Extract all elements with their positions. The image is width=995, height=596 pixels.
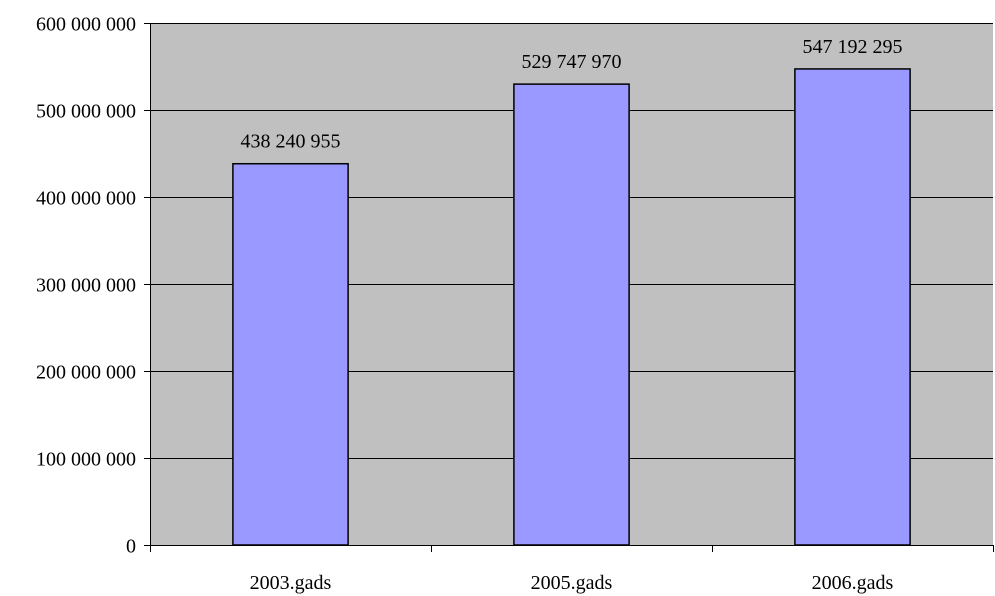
x-category-label: 2005.gads [531,572,613,594]
axes [144,23,994,552]
x-category-label: 2003.gads [250,572,332,594]
data-labels: 438 240 955 529 747 970 547 192 295 [241,36,903,153]
y-tick-label: 300 000 000 [36,275,136,297]
y-tick-label: 500 000 000 [36,101,136,123]
bar-2003.gads [232,162,349,546]
bar-2006.gads [794,68,911,546]
y-tick-label: 100 000 000 [36,449,136,471]
x-category-label: 2006.gads [812,572,894,594]
bars [232,68,911,546]
y-tick-label: 0 [126,536,136,558]
data-label: 529 747 970 [522,51,622,73]
bar-2005.gads [513,83,630,546]
data-label: 438 240 955 [241,131,341,153]
y-tick-label: 400 000 000 [36,188,136,210]
y-axis-tick-labels: 0 100 000 000 200 000 000 300 000 000 400 00… [36,14,136,558]
y-tick-label: 200 000 000 [36,362,136,384]
data-label: 547 192 295 [803,36,903,58]
x-axis-category-labels: 2003.gads 2005.gads 2006.gads [250,572,894,594]
y-tick-label: 600 000 000 [36,14,136,36]
